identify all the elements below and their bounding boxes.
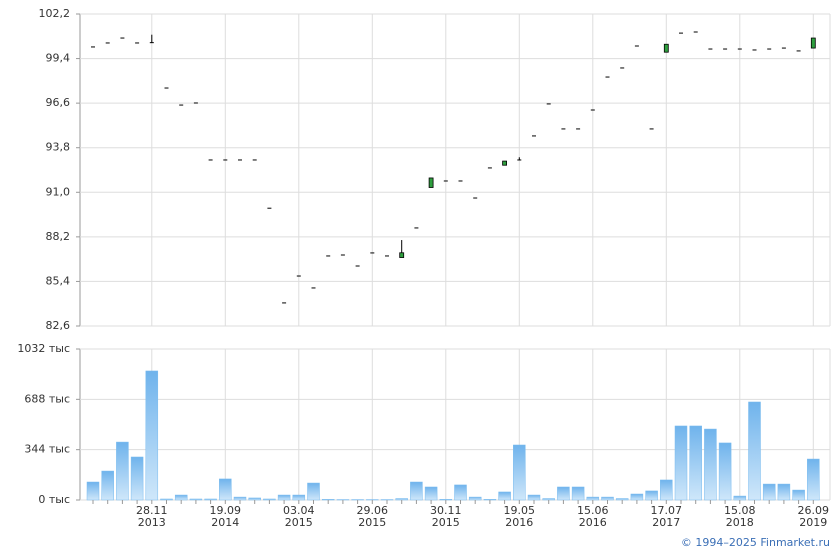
candle-body xyxy=(399,252,405,258)
volume-bar xyxy=(748,401,761,501)
volume-bar xyxy=(689,425,702,501)
volume-bar xyxy=(439,499,453,501)
volume-bar xyxy=(630,493,644,501)
footer: © 1994–2025 Finmarket.ru xyxy=(680,536,830,549)
y-tick-label: 99,4 xyxy=(46,52,71,65)
x-tick-label: 30.11 2015 xyxy=(430,504,462,529)
y-tick-label: 88,2 xyxy=(46,230,71,243)
volume-bar xyxy=(762,483,776,501)
volume-bar xyxy=(557,486,570,501)
volume-bar xyxy=(321,499,335,501)
volume-bar xyxy=(86,481,100,501)
y-tick-label: 85,4 xyxy=(46,274,71,287)
y-tick-label: 1032 тыс xyxy=(17,342,70,355)
volume-bar xyxy=(174,494,188,501)
y-tick-label: 96,6 xyxy=(46,96,71,109)
volume-bar xyxy=(116,441,129,501)
y-tick-label: 91,0 xyxy=(46,185,71,198)
volume-bar xyxy=(542,498,555,501)
volume-bar xyxy=(233,496,247,501)
candle-body xyxy=(428,177,434,188)
volume-bar xyxy=(468,496,482,501)
x-tick-label: 15.08 2018 xyxy=(724,504,756,529)
volume-bar xyxy=(571,486,585,501)
volume-bar xyxy=(527,494,541,501)
volume-bar xyxy=(101,470,114,501)
volume-bar xyxy=(807,458,820,501)
volume-bar xyxy=(645,490,658,501)
volume-bar xyxy=(395,498,408,501)
x-tick-label: 28.11 2013 xyxy=(136,504,168,529)
volume-bar xyxy=(660,479,673,501)
volume-bar xyxy=(483,499,497,501)
x-tick-label: 26.09 2019 xyxy=(797,504,830,529)
volume-bar xyxy=(410,481,423,501)
x-tick-label: 17.07 2017 xyxy=(650,504,683,529)
volume-bar xyxy=(777,483,791,501)
volume-bar xyxy=(586,496,600,501)
volume-bar xyxy=(513,444,526,501)
x-tick-label: 15.06 2016 xyxy=(577,504,609,529)
y-tick-label: 82,6 xyxy=(46,319,71,332)
y-tick-label: 102,2 xyxy=(39,7,71,20)
x-tick-label: 29.06 2015 xyxy=(356,504,389,529)
volume-bar xyxy=(204,498,217,501)
volume-bar xyxy=(615,498,629,501)
y-tick-label: 688 тыс xyxy=(24,392,70,405)
volume-bar xyxy=(219,478,232,501)
volume-bar xyxy=(307,482,320,501)
volume-bar xyxy=(498,491,511,501)
volume-bar xyxy=(674,425,688,501)
volume-bar xyxy=(601,496,614,501)
candle-body xyxy=(502,160,508,166)
x-tick-label: 19.09 2014 xyxy=(209,504,242,529)
candle-body xyxy=(810,37,816,49)
volume-bar xyxy=(733,495,747,501)
x-tick-label: 19.05 2016 xyxy=(503,504,536,529)
volume-bar xyxy=(130,456,144,501)
volume-bar xyxy=(792,489,805,501)
volume-bar xyxy=(248,497,261,501)
volume-bar xyxy=(454,484,467,501)
volume-bar xyxy=(189,498,203,501)
volume-bar xyxy=(718,442,732,501)
x-tick-label: 03.04 2015 xyxy=(283,504,315,529)
volume-bar xyxy=(292,494,306,501)
y-tick-label: 93,8 xyxy=(46,141,71,154)
volume-bar xyxy=(263,498,276,501)
volume-bar xyxy=(277,494,291,501)
volume-bar xyxy=(424,486,438,501)
y-tick-label: 344 тыс xyxy=(24,443,70,456)
volume-bar xyxy=(145,370,159,501)
y-tick-label: 0 тыс xyxy=(38,493,70,506)
candle-body xyxy=(663,43,669,53)
volume-bar xyxy=(704,428,717,501)
volume-bar xyxy=(160,498,173,501)
